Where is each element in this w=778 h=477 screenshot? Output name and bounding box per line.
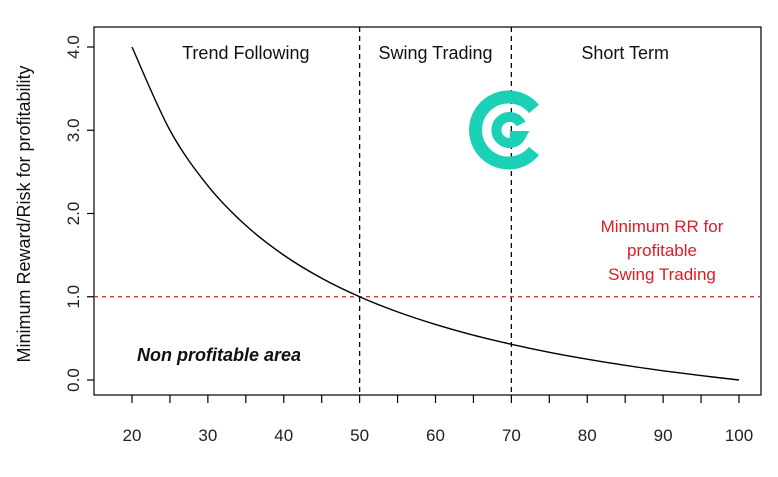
x-tick-label: 40 [274,426,293,445]
min-reward-risk-curve [131,46,740,381]
x-tick-label: 80 [578,426,597,445]
y-tick-label: 4.0 [64,35,83,59]
c-logo-icon [469,90,540,170]
y-tick-label: 0.0 [64,368,83,392]
y-axis-title: Minimum Reward/Risk for profitability [14,65,34,362]
non-profitable-area-label: Non profitable area [137,345,301,365]
region-labels: Trend Following Swing Trading Short Term [182,43,669,63]
min-rr-annotation-line-1: Minimum RR for [601,217,724,236]
y-tick-label: 3.0 [64,118,83,142]
min-rr-annotation-line-3: Swing Trading [608,265,716,284]
region-label: Trend Following [182,43,309,63]
x-tick-label: 100 [725,426,753,445]
x-tick-label: 30 [198,426,217,445]
plot-frame [93,26,762,396]
y-tick-label: 1.0 [64,285,83,309]
reference-lines [94,27,761,395]
y-tick-label: 2.0 [64,202,83,226]
x-tick-label: 20 [123,426,142,445]
x-tick-label: 90 [654,426,673,445]
x-axis: 20 30 40 50 60 70 80 90 100 [123,395,753,445]
series-group [131,46,740,381]
min-rr-annotation-line-2: profitable [627,241,697,260]
x-tick-label: 50 [350,426,369,445]
region-label: Short Term [581,43,669,63]
x-tick-label: 70 [502,426,521,445]
y-axis: 0.0 1.0 2.0 3.0 4.0 [64,35,94,392]
x-tick-label: 60 [426,426,445,445]
region-label: Swing Trading [378,43,492,63]
annotations: Minimum RR for profitable Swing Trading … [137,217,724,365]
